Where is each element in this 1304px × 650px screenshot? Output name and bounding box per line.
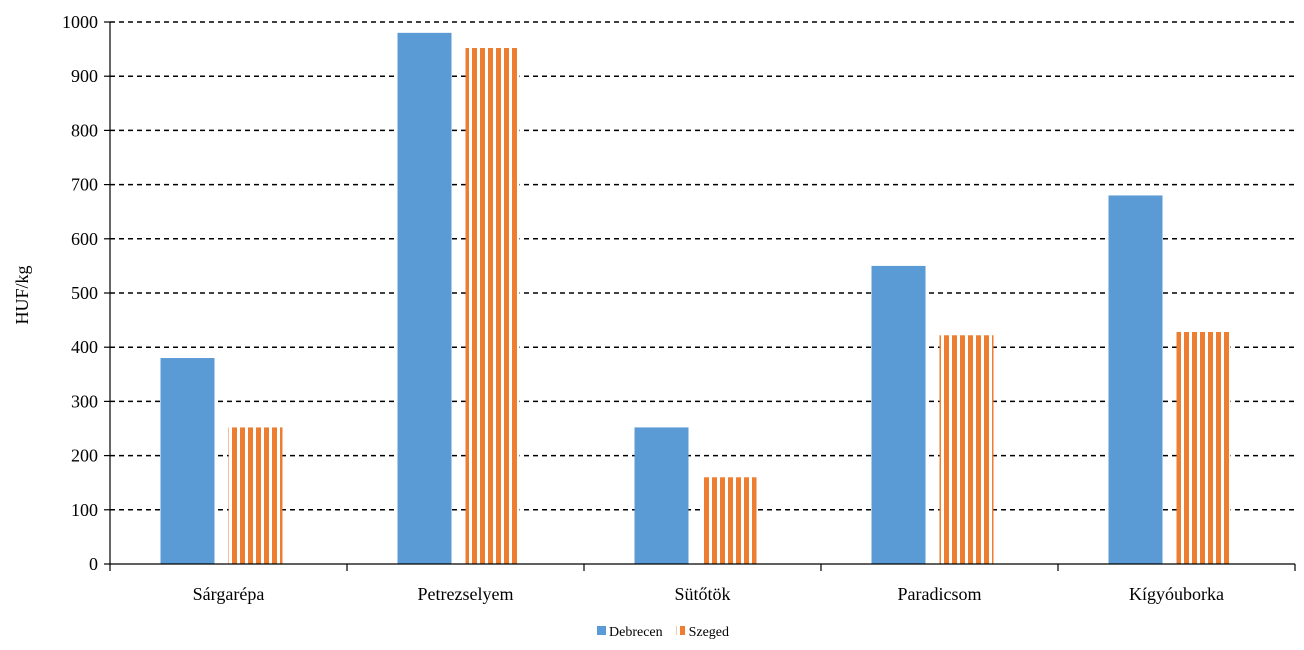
bars	[160, 32, 1231, 565]
y-tick-label: 800	[71, 120, 98, 140]
x-tick-labels: Sárgarépa Petrezselyem Sütőtök Paradicsom Kí…	[193, 584, 1224, 604]
y-tick-labels: 0 100 200 300 400 500 600 700 800 900 1000	[62, 12, 98, 574]
legend-swatch-szeged	[676, 626, 686, 635]
y-tick-label: 400	[71, 337, 98, 357]
bar-debrecen-3	[634, 427, 689, 564]
bar-szeged-5	[1176, 332, 1231, 564]
y-tick-label: 500	[71, 283, 98, 303]
bar-debrecen-4	[871, 265, 926, 564]
bar-debrecen-2	[397, 32, 452, 564]
y-tick-label: 1000	[62, 12, 98, 32]
legend: Debrecen Szeged	[597, 625, 729, 640]
x-tick-label: Sütőtök	[674, 584, 730, 604]
bar-szeged-1	[228, 427, 283, 564]
x-tick-label: Kígyóuborka	[1129, 584, 1224, 604]
legend-label-szeged: Szeged	[689, 625, 729, 640]
bar-debrecen-1	[160, 358, 215, 564]
x-tick-label: Sárgarépa	[193, 584, 265, 604]
bar-debrecen-5	[1108, 195, 1163, 564]
bar-szeged-4	[939, 335, 994, 564]
legend-label-debrecen: Debrecen	[609, 625, 663, 640]
y-tick-label: 200	[71, 446, 98, 466]
bar-szeged-2	[465, 48, 520, 565]
x-tick-label: Paradicsom	[898, 584, 982, 604]
y-axis-title: HUF/kg	[12, 265, 32, 324]
bar-szeged-3	[702, 477, 757, 564]
axes	[104, 21, 1296, 571]
y-tick-label: 100	[71, 500, 98, 520]
y-tick-label: 0	[89, 554, 98, 574]
y-tick-label: 900	[71, 66, 98, 86]
x-tick-label: Petrezselyem	[418, 584, 514, 604]
y-tick-label: 300	[71, 391, 98, 411]
y-tick-label: 600	[71, 229, 98, 249]
y-tick-label: 700	[71, 175, 98, 195]
legend-swatch-debrecen	[597, 626, 606, 635]
